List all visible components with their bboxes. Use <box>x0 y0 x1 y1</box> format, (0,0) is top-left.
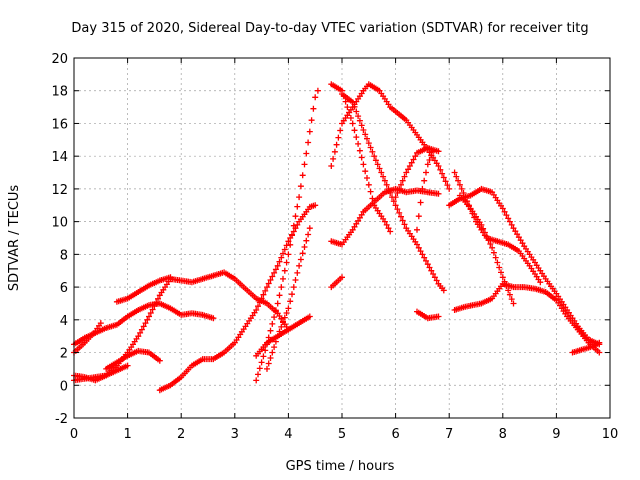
data-point-markers <box>456 192 517 307</box>
series-track-m <box>339 91 447 294</box>
y-tick-label: 12 <box>51 183 68 198</box>
series-track-f <box>103 347 163 372</box>
series-track-n <box>328 185 442 248</box>
y-tick-label: -2 <box>55 412 68 427</box>
data-point-markers <box>264 225 313 372</box>
series-track-e <box>113 274 174 305</box>
data-point-markers <box>339 91 447 294</box>
series-track-r <box>414 308 442 322</box>
data-point-markers <box>156 202 319 394</box>
y-axis-ticks: -2 0 2 4 6 8 10 12 14 16 18 20 <box>51 52 610 427</box>
x-tick-label: 0 <box>70 427 78 442</box>
data-point-markers <box>103 347 163 372</box>
series-track-j <box>264 225 313 372</box>
y-tick-label: 0 <box>60 379 68 394</box>
series-track-q <box>414 148 437 233</box>
series-track-h <box>253 87 321 384</box>
series-track-v <box>456 192 517 307</box>
series-track-l <box>328 81 453 192</box>
x-tick-label: 6 <box>391 427 399 442</box>
data-point-markers <box>414 148 437 233</box>
y-axis-label: SDTVAR / TECUs <box>7 185 22 292</box>
series-track-i <box>253 313 313 359</box>
y-tick-label: 20 <box>51 52 68 67</box>
data-point-markers <box>328 274 345 291</box>
x-tick-label: 10 <box>602 427 619 442</box>
data-point-markers <box>392 145 442 201</box>
x-tick-label: 8 <box>499 427 507 442</box>
y-tick-label: 14 <box>51 150 68 165</box>
data-point-markers <box>328 81 453 192</box>
y-tick-label: 10 <box>51 216 68 231</box>
x-tick-label: 5 <box>338 427 346 442</box>
data-point-markers <box>253 87 321 384</box>
y-tick-label: 4 <box>60 314 68 329</box>
series-track-p <box>392 145 442 201</box>
x-tick-label: 9 <box>552 427 560 442</box>
x-tick-label: 3 <box>231 427 239 442</box>
data-point-markers <box>328 185 442 248</box>
chart-title: Day 315 of 2020, Sidereal Day-to-day VTE… <box>71 21 588 36</box>
data-point-markers <box>451 280 603 356</box>
data-point-markers <box>569 339 603 356</box>
data-point-markers <box>414 308 442 322</box>
y-tick-label: 6 <box>60 281 68 296</box>
series-track-g <box>156 202 319 394</box>
y-tick-label: 18 <box>51 85 68 100</box>
x-axis-ticks: 0 1 2 3 4 5 6 7 8 9 10 <box>70 58 618 442</box>
x-tick-label: 1 <box>123 427 131 442</box>
y-tick-label: 8 <box>60 248 68 263</box>
x-tick-label: 7 <box>445 427 453 442</box>
series-track-o <box>328 274 345 291</box>
series-track-s <box>451 280 603 356</box>
x-tick-label: 4 <box>284 427 292 442</box>
data-point-markers <box>253 313 313 359</box>
data-point-markers <box>113 274 174 305</box>
y-tick-label: 2 <box>60 347 68 362</box>
series-track-w <box>569 339 603 356</box>
x-axis-label: GPS time / hours <box>286 459 395 474</box>
x-tick-label: 2 <box>177 427 185 442</box>
y-tick-label: 16 <box>51 117 68 132</box>
